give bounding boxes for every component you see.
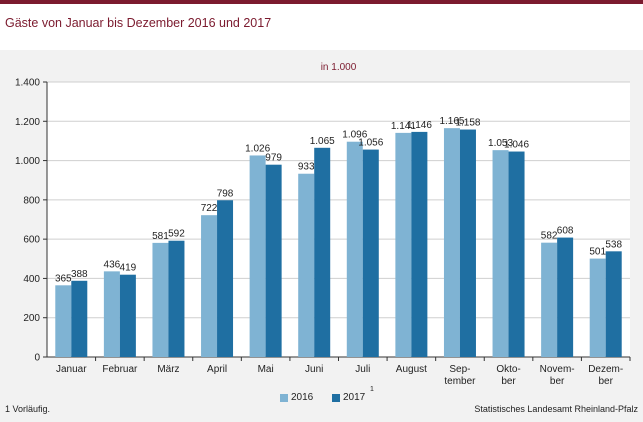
y-tick-label: 600 [23,235,40,246]
data-label-2017: 1.046 [504,140,529,151]
y-tick-label: 1.400 [15,78,40,89]
data-label-2017: 1.146 [407,120,432,131]
bar-2016 [152,242,169,357]
y-tick-label: 400 [23,274,40,285]
data-label-2017: 798 [217,188,234,199]
data-label-2016: 1.053 [488,138,513,149]
chart-subtitle: in 1.000 [321,62,357,73]
bar-2016 [249,155,266,357]
legend-footnote-marker: 1 [370,386,374,393]
y-tick-label: 800 [23,195,40,206]
x-tick-label: Februar [102,364,138,375]
data-label-2016: 1.026 [245,143,270,154]
x-tick-label: ber [598,376,613,387]
x-tick-label: August [396,364,427,375]
header: Gäste von Januar bis Dezember 2016 und 2… [0,4,643,44]
y-tick-label: 1.200 [15,117,40,128]
x-tick-label: Mai [258,364,274,375]
x-tick-label: ber [501,376,516,387]
bar-2016 [443,128,460,357]
top-accent-bar [0,0,643,4]
data-label-2017: 538 [605,239,622,250]
bar-2016 [346,141,363,357]
x-tick-label: Juni [305,364,323,375]
bar-chart: in 1.000 0 200 400 600 800 1.000 1.200 1.400 365 3… [15,62,631,387]
bar-2017 [314,147,331,357]
chart-panel: in 1.000 0 200 400 600 800 1.000 1.200 1.400 365 3… [0,50,643,422]
bar-2017 [459,129,476,357]
x-tick-label: ber [550,376,565,387]
data-label-2016: 365 [55,273,72,284]
data-label-2016: 436 [104,259,121,270]
x-tick-label: Okto- [496,364,520,375]
bar-2017 [71,280,88,357]
legend-swatch-2016 [280,394,288,402]
plot-area [47,82,630,357]
bar-2017 [508,151,525,357]
data-label-2017: 419 [120,263,137,274]
x-tick-label: März [157,364,179,375]
legend-swatch-2017 [332,394,340,402]
bar-2016 [55,285,72,357]
bar-2016 [589,258,606,357]
data-label-2016: 582 [541,231,558,242]
bar-2017 [362,149,379,357]
data-label-2016: 1.096 [342,130,367,141]
bar-2016 [298,173,315,357]
data-label-2017: 388 [71,269,88,280]
data-label-2016: 722 [201,203,218,214]
bar-2017 [605,251,622,357]
bar-2017 [265,164,282,357]
legend-label-2017: 2017 [343,392,366,403]
y-tick-label: 0 [34,353,40,364]
footnote: 1 Vorläufig. [5,404,51,414]
y-tick-label: 1.000 [15,156,40,167]
data-label-2017: 1.065 [310,136,335,147]
bar-2017 [411,131,428,357]
x-tick-label: Januar [56,364,87,375]
x-tick-label: Novem- [540,364,575,375]
data-label-2016: 933 [298,162,315,173]
bar-2017 [217,200,234,357]
data-label-2017: 979 [265,153,282,164]
data-label-2016: 581 [152,231,169,242]
source-credit: Statistisches Landesamt Rheinland-Pfalz [474,404,638,414]
data-label-2017: 1.158 [455,118,480,129]
data-label-2016: 1.141 [391,121,416,132]
data-label-2016: 501 [589,247,606,258]
data-label-2017: 608 [557,226,574,237]
data-label-2016: 1.165 [439,116,464,127]
bar-2017 [119,274,136,357]
bar-2017 [557,237,574,357]
page-title: Gäste von Januar bis Dezember 2016 und 2… [5,16,272,30]
x-tick-label: Sep- [449,364,470,375]
bar-2017 [168,240,185,357]
x-tick-label: Dezem- [588,364,623,375]
bar-2016 [395,132,412,357]
bar-2016 [492,150,509,357]
x-tick-label: Juli [355,364,370,375]
legend-label-2016: 2016 [291,392,314,403]
data-label-2017: 592 [168,229,185,240]
bar-2016 [541,242,558,357]
bar-2016 [201,215,218,357]
x-tick-label: April [207,364,227,375]
data-label-2017: 1.056 [358,138,383,149]
y-tick-label: 200 [23,313,40,324]
bar-2016 [103,271,120,357]
x-tick-label: tember [444,376,476,387]
